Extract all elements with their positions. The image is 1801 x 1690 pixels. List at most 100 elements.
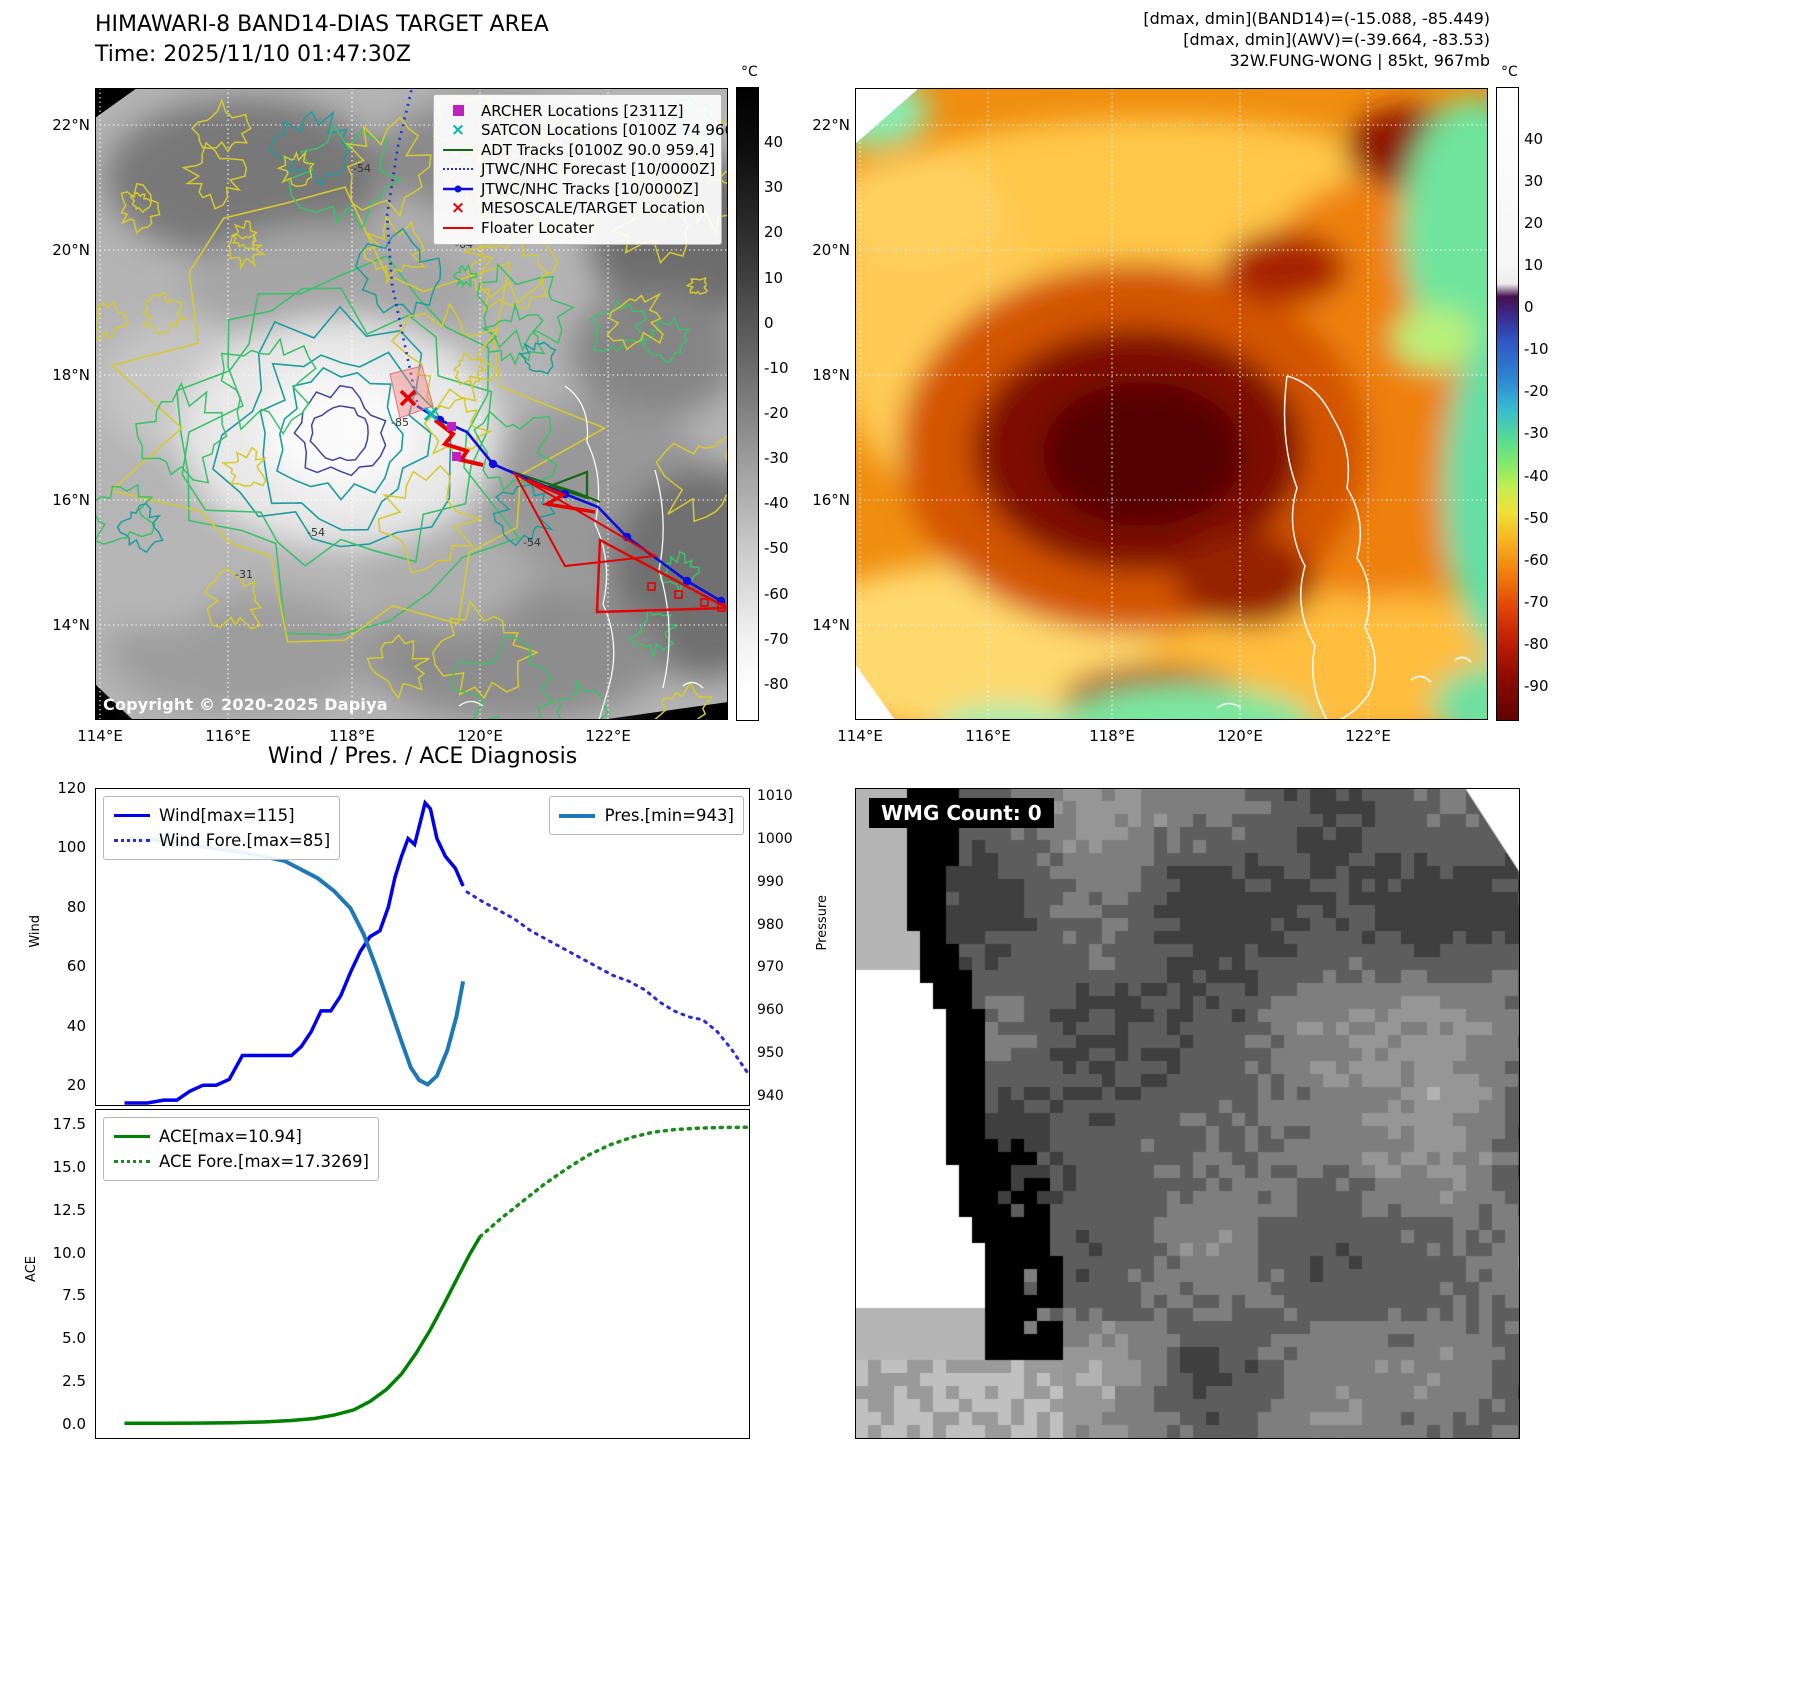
archer-square-icon xyxy=(443,105,473,117)
coastline xyxy=(1216,375,1472,720)
satcon-x xyxy=(423,406,439,422)
awv-lat-tick: 16°N xyxy=(812,491,850,509)
jtwc-forecast-dotted-icon xyxy=(443,168,473,171)
legend-label: ADT Tracks [0100Z 90.0 959.4] xyxy=(481,140,715,159)
wind-axis-label: Wind xyxy=(28,915,43,948)
legend-item-ace: ACE[max=10.94] xyxy=(113,1124,369,1149)
band14-colorbar-unit: °C xyxy=(741,64,758,80)
pressure-line-icon xyxy=(559,813,596,818)
wind-tick: 60 xyxy=(66,957,86,976)
pressure-tick: 950 xyxy=(757,1045,784,1062)
band14-lon-tick: 122°E xyxy=(585,727,631,745)
band14-legend: ARCHER Locations [2311Z] × SATCON Locati… xyxy=(433,94,728,245)
legend-label: ACE Fore.[max=17.3269] xyxy=(159,1152,369,1171)
awv-colorbar-tick: -30 xyxy=(1524,424,1549,443)
legend-label: ARCHER Locations [2311Z] xyxy=(481,101,684,120)
band14-colorbar xyxy=(736,87,759,721)
awv-colorbar-tick: 0 xyxy=(1524,298,1534,317)
series-ACE[max=10.94] xyxy=(124,1235,482,1426)
pressure-tick: 1010 xyxy=(757,787,793,804)
awv-colorbar-tick: 20 xyxy=(1524,213,1544,232)
awv-colorbar-tick: -40 xyxy=(1524,466,1549,485)
legend-label: MESOSCALE/TARGET Location xyxy=(481,199,706,218)
band14-time: Time: 2025/11/10 01:47:30Z xyxy=(95,42,411,67)
legend-item-archer: ARCHER Locations [2311Z] xyxy=(443,101,712,121)
wind-tick: 100 xyxy=(57,838,86,857)
pressure-tick: 980 xyxy=(757,916,784,933)
legend-item-adt: ADT Tracks [0100Z 90.0 959.4] xyxy=(443,140,715,160)
awv-lon-tick: 114°E xyxy=(837,727,883,745)
band14-lat-tick: 22°N xyxy=(52,116,90,134)
band14-lon-tick: 114°E xyxy=(77,727,123,745)
wind-pressure-chart: Wind[max=115] Wind Fore.[max=85] Pres.[m… xyxy=(95,788,750,1106)
ace-tick: 10.0 xyxy=(52,1243,86,1262)
legend-label: Pres.[min=943] xyxy=(604,806,734,825)
pressure-tick: 1000 xyxy=(757,830,793,847)
ace-axis-label: ACE xyxy=(24,1256,39,1282)
ace-tick: 17.5 xyxy=(52,1115,86,1134)
pressure-tick: 990 xyxy=(757,873,784,890)
wind-tick: 120 xyxy=(57,779,86,797)
pressure-axis-label: Pressure xyxy=(815,895,830,951)
pressure-legend: Pres.[min=943] xyxy=(548,796,744,835)
awv-lat-tick: 22°N xyxy=(812,116,850,134)
band14-colorbar-tick: -10 xyxy=(764,358,789,377)
awv-colorbar xyxy=(1496,87,1519,721)
legend-item-floater: Floater Locater xyxy=(443,218,712,238)
awv-lat-tick: 14°N xyxy=(812,616,850,634)
legend-label: JTWC/NHC Tracks [10/0000Z] xyxy=(481,179,699,198)
ace-legend: ACE[max=10.94] ACE Fore.[max=17.3269] xyxy=(103,1117,379,1181)
awv-colorbar-tick: -80 xyxy=(1524,635,1549,654)
wmg-image: WMG Count: 0 xyxy=(855,788,1520,1439)
jtwc-track-line-dot-icon xyxy=(443,183,473,195)
legend-label: SATCON Locations [0100Z 74 966] xyxy=(481,121,728,140)
ace-tick: 5.0 xyxy=(62,1329,86,1348)
band14-lat-tick: 18°N xyxy=(52,366,90,384)
ace-tick: 15.0 xyxy=(52,1158,86,1177)
band14-lon-tick: 116°E xyxy=(205,727,251,745)
awv-colorbar-tick: 30 xyxy=(1524,171,1544,190)
series-Wind[max=115] xyxy=(124,799,465,1105)
band14-colorbar-tick: -30 xyxy=(764,449,789,468)
series-ACE Fore.[max=17.3269] xyxy=(478,1125,750,1239)
awv-colorbar-tick: -50 xyxy=(1524,508,1549,527)
band14-colorbar-tick: 0 xyxy=(764,313,774,332)
ace-tick: 12.5 xyxy=(52,1200,86,1219)
legend-item-wind: Wind[max=115] xyxy=(113,803,330,828)
band14-colorbar-tick: -20 xyxy=(764,404,789,423)
band14-lat-tick: 14°N xyxy=(52,616,90,634)
contour-label: -54 xyxy=(307,526,325,539)
awv-colorbar-tick: 10 xyxy=(1524,255,1544,274)
archer-square xyxy=(452,452,461,461)
band14-colorbar-tick: -50 xyxy=(764,539,789,558)
band14-satellite-image: -54 -64 -85 -54 -31 -54 ARCHER Locations [231… xyxy=(95,88,728,720)
pressure-tick: 970 xyxy=(757,959,784,976)
legend-label: Wind Fore.[max=85] xyxy=(159,831,331,850)
band14-colorbar-tick: 30 xyxy=(764,178,784,197)
awv-header-line-storm: 32W.FUNG-WONG | 85kt, 967mb xyxy=(1229,51,1490,70)
awv-colorbar-tick: -20 xyxy=(1524,382,1549,401)
band14-title: HIMAWARI-8 BAND14-DIAS TARGET AREA xyxy=(95,12,549,37)
ace-chart: ACE[max=10.94] ACE Fore.[max=17.3269] xyxy=(95,1109,750,1439)
mesoscale-x-icon: × xyxy=(450,198,466,219)
awv-colorbar-tick: 40 xyxy=(1524,129,1544,148)
legend-label: Wind[max=115] xyxy=(159,806,295,825)
awv-lat-tick: 20°N xyxy=(812,241,850,259)
wind-tick: 40 xyxy=(66,1016,86,1035)
wmg-count-label: WMG Count: 0 xyxy=(869,798,1054,828)
awv-lon-tick: 116°E xyxy=(965,727,1011,745)
ace-tick: 0.0 xyxy=(62,1414,86,1433)
contour-label: -31 xyxy=(235,568,253,581)
band14-lat-tick: 16°N xyxy=(52,491,90,509)
series-Wind Fore.[max=85] xyxy=(465,890,750,1078)
contour-label: -54 xyxy=(353,162,371,175)
contour-label: -85 xyxy=(391,416,409,429)
awv-colorbar-tick: -10 xyxy=(1524,340,1549,359)
legend-item-mesoscale: × MESOSCALE/TARGET Location xyxy=(443,199,712,219)
awv-header: [dmax, dmin](BAND14)=(-15.088, -85.449) … xyxy=(900,8,1490,71)
legend-item-ace-fore: ACE Fore.[max=17.3269] xyxy=(113,1149,369,1174)
awv-lon-tick: 118°E xyxy=(1089,727,1135,745)
awv-lat-tick: 18°N xyxy=(812,366,850,384)
ace-tick: 7.5 xyxy=(62,1286,86,1305)
